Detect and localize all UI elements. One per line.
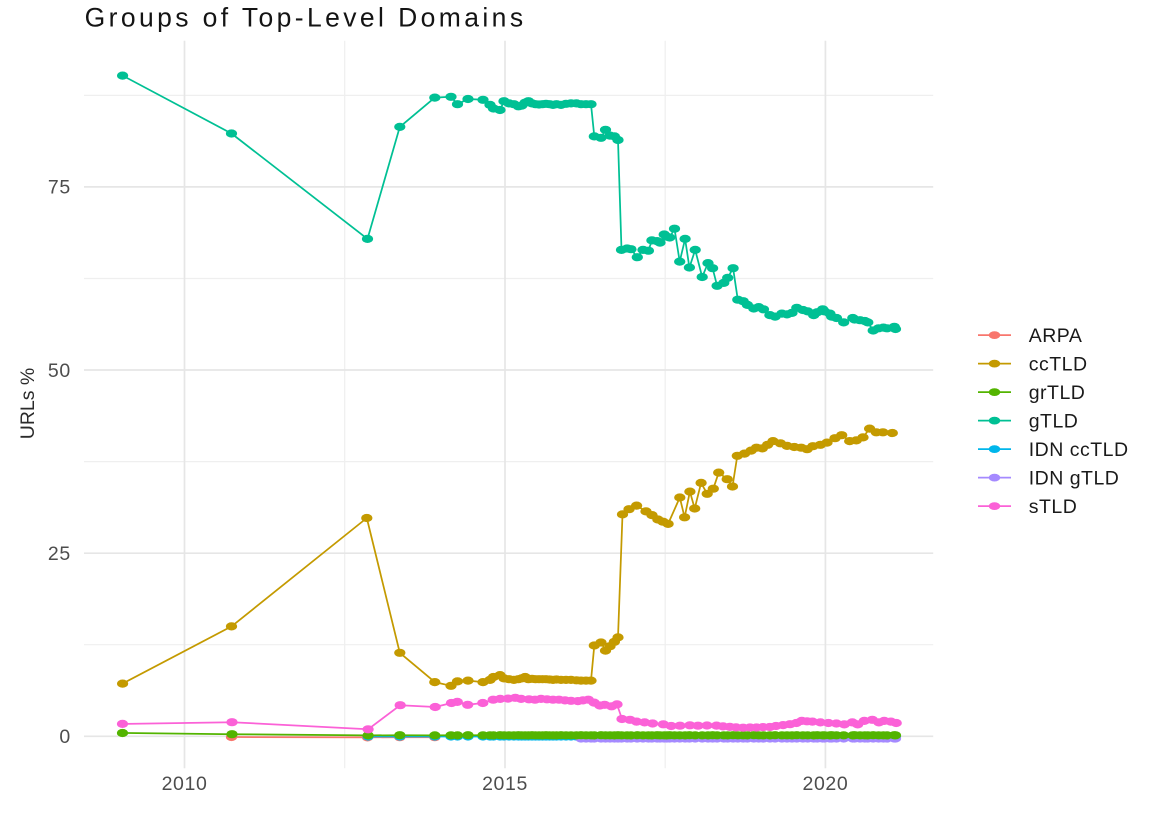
svg-text:2020: 2020 <box>803 773 849 795</box>
svg-text:IDN ccTLD: IDN ccTLD <box>1029 439 1129 461</box>
svg-text:25: 25 <box>48 543 71 565</box>
svg-text:ARPA: ARPA <box>1029 325 1083 347</box>
svg-text:gTLD: gTLD <box>1029 410 1079 432</box>
svg-text:0: 0 <box>59 726 70 748</box>
svg-text:50: 50 <box>48 360 71 382</box>
svg-text:sTLD: sTLD <box>1029 496 1078 518</box>
svg-text:grTLD: grTLD <box>1029 382 1086 404</box>
svg-text:2015: 2015 <box>482 773 528 795</box>
svg-text:IDN gTLD: IDN gTLD <box>1029 467 1120 489</box>
svg-text:2010: 2010 <box>162 773 208 795</box>
svg-text:ccTLD: ccTLD <box>1029 353 1088 375</box>
svg-text:75: 75 <box>48 177 71 199</box>
svg-text:Groups of Top-Level Domains: Groups of Top-Level Domains <box>85 3 527 33</box>
svg-text:URLs %: URLs % <box>17 368 39 440</box>
